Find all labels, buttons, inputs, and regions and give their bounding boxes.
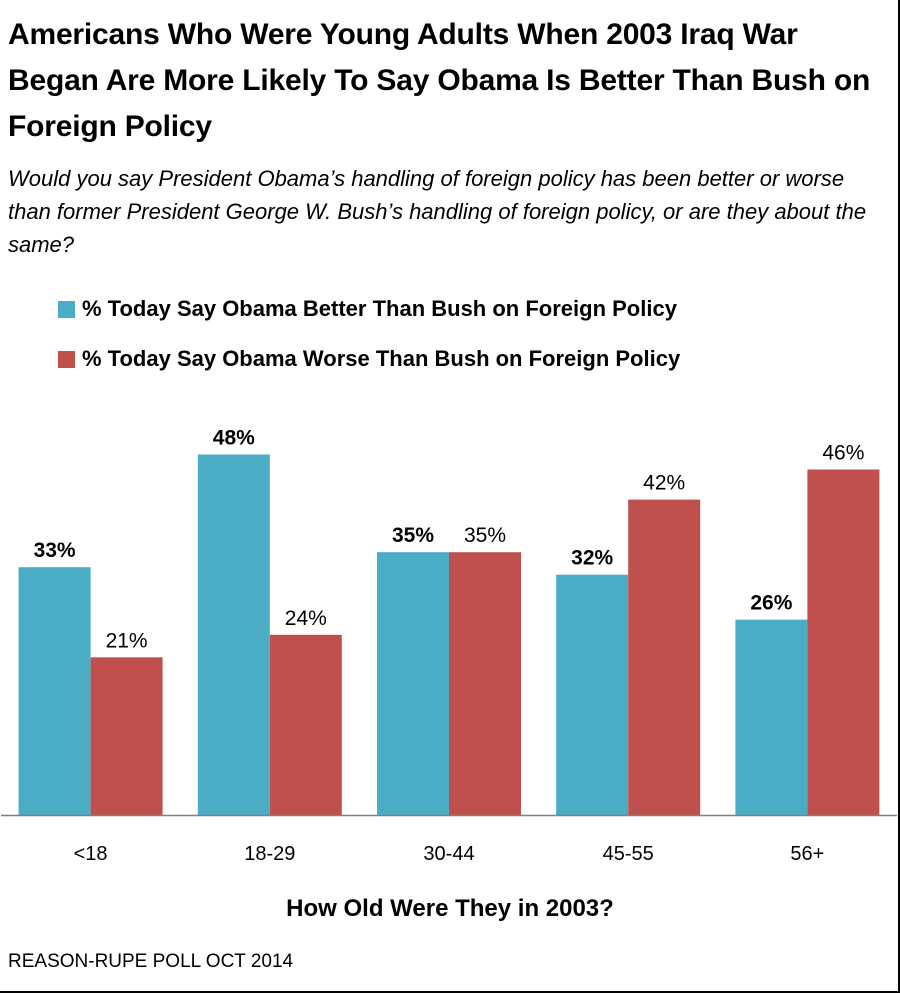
bar-worse-0 — [90, 657, 163, 815]
bar-worse-1 — [269, 634, 342, 815]
bar-better-4 — [735, 619, 808, 815]
x-tick-label-2: 30-44 — [423, 843, 474, 865]
bar-worse-4 — [807, 469, 880, 815]
legend-item-worse: % Today Say Obama Worse Than Bush on For… — [58, 344, 878, 374]
x-tick-label-4: 56+ — [790, 843, 824, 865]
data-label-better-1: 48% — [213, 427, 255, 450]
data-label-worse-3: 42% — [643, 472, 685, 495]
bar-worse-2 — [449, 552, 521, 815]
legend-swatch-worse — [58, 350, 75, 368]
data-label-better-4: 26% — [750, 592, 792, 615]
data-label-worse-2: 35% — [464, 524, 506, 547]
legend-item-better: % Today Say Obama Better Than Bush on Fo… — [58, 294, 878, 324]
data-label-better-2: 35% — [392, 524, 434, 547]
x-tick-label-0: <18 — [74, 843, 108, 865]
data-label-better-0: 33% — [34, 539, 76, 562]
data-label-worse-4: 46% — [822, 442, 864, 465]
data-label-worse-1: 24% — [285, 607, 327, 630]
x-tick-labels: <18 18-29 30-44 45-55 56+ — [74, 843, 825, 865]
source-note: REASON-RUPE POLL OCT 2014 — [8, 951, 294, 972]
data-label-worse-0: 21% — [106, 629, 148, 652]
x-tick-label-1: 18-29 — [244, 843, 295, 865]
x-tick-label-3: 45-55 — [603, 843, 654, 865]
bar-chart: 33% 21% 48% 24% 35% 35% 32% 42% 26% 46% <18 18-29 3… — [1, 427, 897, 865]
legend-label-better: % Today Say Obama Better Than Bush on Fo… — [82, 296, 677, 321]
bar-better-3 — [556, 574, 629, 815]
bar-better-1 — [197, 454, 270, 815]
bars-layer — [18, 454, 880, 815]
x-axis-title: How Old Were They in 2003? — [286, 895, 614, 922]
bar-better-2 — [377, 552, 449, 815]
bar-better-0 — [18, 567, 91, 815]
data-labels-layer: 33% 21% 48% 24% 35% 35% 32% 42% 26% 46% — [34, 427, 865, 653]
bar-worse-3 — [628, 499, 701, 815]
legend: % Today Say Obama Better Than Bush on Fo… — [58, 294, 878, 394]
chart-subtitle: Would you say President Obama’s handling… — [8, 166, 867, 257]
legend-swatch-better — [58, 300, 75, 318]
data-label-better-3: 32% — [571, 547, 613, 570]
chart-title: Americans Who Were Young Adults When 200… — [8, 18, 871, 143]
legend-label-worse: % Today Say Obama Worse Than Bush on For… — [82, 346, 681, 371]
